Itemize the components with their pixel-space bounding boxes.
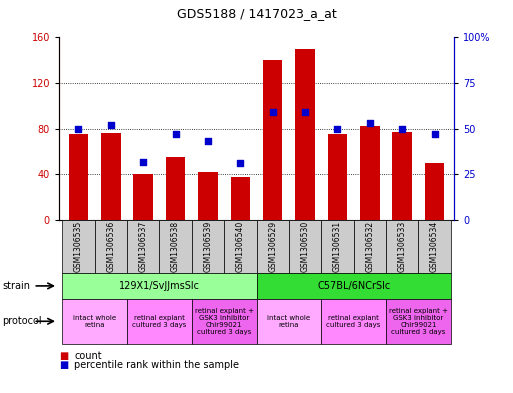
Point bbox=[366, 120, 374, 127]
Point bbox=[107, 122, 115, 128]
Point bbox=[74, 125, 83, 132]
Bar bbox=[360, 127, 380, 220]
Text: intact whole
retina: intact whole retina bbox=[267, 315, 310, 328]
Text: retinal explant +
GSK3 inhibitor
Chir99021
cultured 3 days: retinal explant + GSK3 inhibitor Chir990… bbox=[389, 308, 448, 335]
Text: C57BL/6NCrSlc: C57BL/6NCrSlc bbox=[317, 281, 390, 291]
Text: GSM1306534: GSM1306534 bbox=[430, 221, 439, 272]
Text: GDS5188 / 1417023_a_at: GDS5188 / 1417023_a_at bbox=[176, 7, 337, 20]
Bar bbox=[198, 172, 218, 220]
Text: GSM1306533: GSM1306533 bbox=[398, 221, 407, 272]
Text: retinal explant
cultured 3 days: retinal explant cultured 3 days bbox=[132, 315, 187, 328]
Text: GSM1306536: GSM1306536 bbox=[106, 221, 115, 272]
Point bbox=[204, 138, 212, 145]
Point bbox=[301, 109, 309, 116]
Text: intact whole
retina: intact whole retina bbox=[73, 315, 116, 328]
Text: GSM1306531: GSM1306531 bbox=[333, 221, 342, 272]
Bar bbox=[425, 163, 444, 220]
Point bbox=[333, 125, 342, 132]
Bar bbox=[133, 174, 153, 220]
Text: GSM1306529: GSM1306529 bbox=[268, 221, 277, 272]
Text: ■: ■ bbox=[59, 351, 68, 361]
Text: count: count bbox=[74, 351, 102, 361]
Bar bbox=[295, 49, 315, 220]
Bar bbox=[231, 177, 250, 220]
Bar bbox=[392, 132, 412, 220]
Text: GSM1306535: GSM1306535 bbox=[74, 221, 83, 272]
Text: GSM1306530: GSM1306530 bbox=[301, 221, 309, 272]
Bar bbox=[263, 60, 282, 220]
Bar bbox=[166, 157, 185, 220]
Point bbox=[171, 131, 180, 137]
Point bbox=[236, 160, 244, 167]
Text: strain: strain bbox=[3, 281, 31, 291]
Point bbox=[139, 158, 147, 165]
Point bbox=[430, 131, 439, 137]
Bar bbox=[101, 133, 121, 220]
Point bbox=[398, 125, 406, 132]
Text: GSM1306532: GSM1306532 bbox=[365, 221, 374, 272]
Text: percentile rank within the sample: percentile rank within the sample bbox=[74, 360, 240, 371]
Text: GSM1306539: GSM1306539 bbox=[204, 221, 212, 272]
Text: 129X1/SvJJmsSlc: 129X1/SvJJmsSlc bbox=[119, 281, 200, 291]
Point bbox=[269, 109, 277, 116]
Bar bbox=[69, 134, 88, 220]
Text: GSM1306540: GSM1306540 bbox=[236, 221, 245, 272]
Text: GSM1306537: GSM1306537 bbox=[139, 221, 148, 272]
Text: retinal explant +
GSK3 inhibitor
Chir99021
cultured 3 days: retinal explant + GSK3 inhibitor Chir990… bbox=[194, 308, 253, 335]
Text: retinal explant
cultured 3 days: retinal explant cultured 3 days bbox=[326, 315, 381, 328]
Bar bbox=[328, 134, 347, 220]
Text: protocol: protocol bbox=[3, 316, 42, 326]
Text: ■: ■ bbox=[59, 360, 68, 371]
Text: GSM1306538: GSM1306538 bbox=[171, 221, 180, 272]
